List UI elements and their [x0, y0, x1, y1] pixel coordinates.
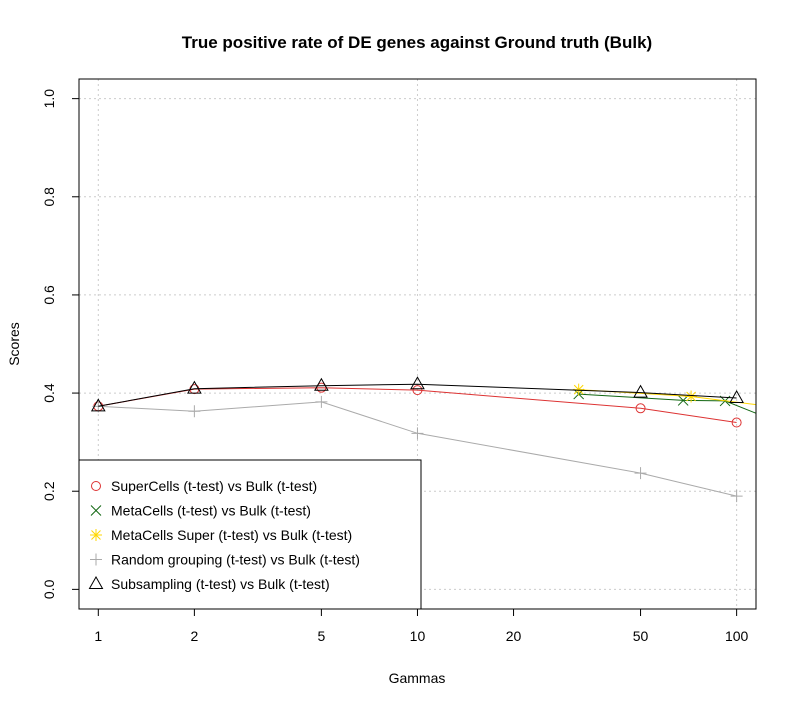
legend-symbol [91, 481, 101, 491]
legend-symbol [90, 505, 102, 516]
series-point [188, 405, 201, 418]
x-tick-label: 20 [506, 628, 522, 644]
series-point [90, 398, 106, 412]
x-tick-label: 50 [633, 628, 649, 644]
legend-label: SuperCells (t-test) vs Bulk (t-test) [111, 478, 317, 494]
x-tick-label: 1 [94, 628, 102, 644]
series-point [635, 403, 646, 414]
legend-entry: Subsampling (t-test) vs Bulk (t-test) [88, 575, 330, 592]
y-tick-label: 0.2 [41, 481, 57, 501]
series-line [98, 383, 737, 407]
y-tick-label: 0.0 [41, 579, 57, 599]
series-point [755, 404, 756, 406]
series-point [757, 411, 767, 421]
legend-label: MetaCells Super (t-test) vs Bulk (t-test… [111, 527, 352, 543]
legend-symbol [90, 553, 102, 566]
legend-entry: MetaCells Super (t-test) vs Bulk (t-test… [90, 527, 352, 543]
series-3 [572, 383, 756, 406]
series-point [315, 395, 328, 408]
series-point [633, 384, 648, 398]
y-axis-label: Scores [6, 322, 22, 366]
legend-label: Subsampling (t-test) vs Bulk (t-test) [111, 576, 330, 592]
chart-title: True positive rate of DE genes against G… [182, 33, 652, 52]
series-point [677, 395, 689, 406]
series-5 [90, 376, 744, 412]
x-axis-label: Gammas [389, 670, 446, 686]
legend-symbol [90, 529, 102, 541]
series-line [98, 401, 737, 497]
legend-box [78, 459, 422, 610]
series-point [685, 390, 698, 403]
series-point [572, 383, 585, 396]
legend: SuperCells (t-test) vs Bulk (t-test) Meta… [78, 459, 422, 610]
y-tick-label: 0.6 [41, 285, 57, 305]
x-tick-label: 100 [725, 628, 749, 644]
x-tick-label: 5 [317, 628, 325, 644]
series-point [634, 467, 647, 480]
x-axis: 1 2 5 10 20 50 100 [94, 609, 749, 644]
series-line [578, 393, 756, 414]
y-tick-label: 1.0 [41, 89, 57, 109]
series-point [729, 389, 744, 403]
series-point [731, 417, 742, 428]
x-tick-label: 10 [410, 628, 426, 644]
y-tick-label: 0.4 [41, 383, 57, 403]
series-point [412, 385, 423, 396]
y-tick-label: 0.8 [41, 187, 57, 207]
series-point [730, 490, 743, 503]
series-layer [90, 376, 767, 503]
legend-entry: MetaCells (t-test) vs Bulk (t-test) [90, 503, 311, 519]
series-point [187, 380, 202, 394]
legend-entry: SuperCells (t-test) vs Bulk (t-test) [91, 478, 317, 494]
legend-label: Random grouping (t-test) vs Bulk (t-test… [111, 552, 360, 568]
x-tick-label: 2 [190, 628, 198, 644]
y-axis: 0.0 0.2 0.4 0.6 0.8 1.0 [41, 89, 79, 599]
legend-symbol [88, 575, 104, 589]
series-point [410, 376, 425, 390]
legend-entry: Random grouping (t-test) vs Bulk (t-test… [90, 552, 360, 568]
legend-label: MetaCells (t-test) vs Bulk (t-test) [111, 503, 311, 519]
series-point [411, 427, 424, 440]
series-point [314, 377, 329, 391]
